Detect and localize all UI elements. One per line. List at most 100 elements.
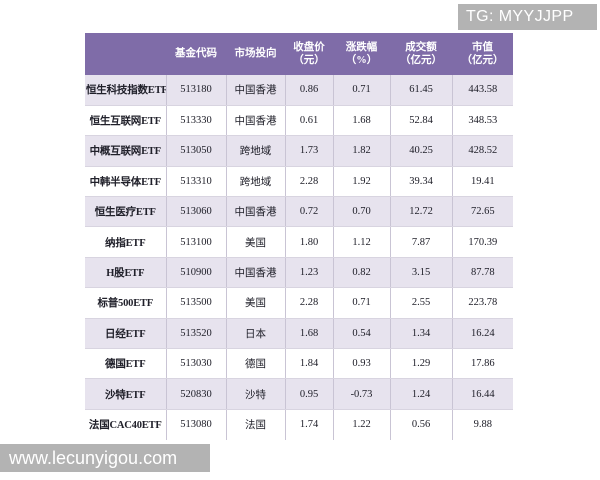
column-header-close: 收盘价 （元） — [285, 33, 333, 75]
cell-market-direction: 美国 — [226, 226, 286, 258]
cell-change-percent: 1.12 — [333, 226, 391, 258]
cell-market-cap: 87.78 — [452, 257, 513, 289]
column-header-code: 基金代码 — [166, 33, 226, 75]
cell-fund-name: H股ETF — [85, 257, 167, 289]
cell-change-percent: 0.70 — [333, 196, 391, 228]
cell-fund-name: 恒生科技指数ETF — [85, 75, 167, 106]
cell-market-cap: 19.41 — [452, 166, 513, 198]
cell-fund-code: 513100 — [166, 226, 227, 258]
cell-change-percent: 0.71 — [333, 75, 391, 106]
cell-fund-name: 标普500ETF — [85, 287, 167, 319]
cell-market-direction: 德国 — [226, 348, 286, 380]
cell-close-price: 0.61 — [285, 105, 334, 137]
cell-turnover-amount: 1.29 — [390, 348, 453, 380]
cell-fund-name: 中韩半导体ETF — [85, 166, 167, 198]
table-header: 基金代码 市场投向 收盘价 （元） 涨跌幅 （%） 成交额 （亿元） — [85, 33, 513, 75]
cell-close-price: 1.74 — [285, 409, 334, 440]
column-header-market: 市场投向 — [226, 33, 285, 75]
cell-close-price: 1.84 — [285, 348, 334, 380]
cell-change-percent: 0.71 — [333, 287, 391, 319]
cell-turnover-amount: 0.56 — [390, 409, 453, 440]
cell-close-price: 0.95 — [285, 378, 334, 410]
table-row: 纳指ETF 513100 美国 1.80 1.12 7.87 170.39 — [85, 226, 513, 258]
table-row: 中韩半导体ETF 513310 跨地域 2.28 1.92 39.34 19.41 — [85, 166, 513, 198]
cell-fund-code: 513080 — [166, 409, 227, 440]
cell-market-direction: 沙特 — [226, 378, 286, 410]
column-header-market-label: 市场投向 — [234, 48, 277, 60]
cell-close-price: 2.28 — [285, 166, 334, 198]
table-header-row: 基金代码 市场投向 收盘价 （元） 涨跌幅 （%） 成交额 （亿元） — [85, 33, 513, 75]
column-header-change-unit: （%） — [345, 55, 378, 66]
cell-fund-name: 恒生互联网ETF — [85, 105, 167, 137]
cell-fund-name: 德国ETF — [85, 348, 167, 380]
cell-turnover-amount: 1.34 — [390, 318, 453, 350]
cell-fund-code: 510900 — [166, 257, 227, 289]
cell-market-direction: 日本 — [226, 318, 286, 350]
cell-turnover-amount: 2.55 — [390, 287, 453, 319]
column-header-code-label: 基金代码 — [175, 48, 217, 60]
cell-fund-code: 513500 — [166, 287, 227, 319]
table-row: 德国ETF 513030 德国 1.84 0.93 1.29 17.86 — [85, 348, 513, 380]
cell-market-direction: 法国 — [226, 409, 286, 440]
cell-fund-name: 中概互联网ETF — [85, 135, 167, 167]
cell-market-direction: 美国 — [226, 287, 286, 319]
column-header-cap: 市值 （亿元） — [452, 33, 513, 75]
cell-market-direction: 中国香港 — [226, 75, 286, 106]
cell-market-cap: 9.88 — [452, 409, 513, 440]
cell-fund-name: 沙特ETF — [85, 378, 167, 410]
table-row: 日经ETF 513520 日本 1.68 0.54 1.34 16.24 — [85, 318, 513, 350]
cell-fund-code: 513060 — [166, 196, 227, 228]
cell-change-percent: 1.92 — [333, 166, 391, 198]
table-row: 标普500ETF 513500 美国 2.28 0.71 2.55 223.78 — [85, 287, 513, 319]
cell-market-cap: 72.65 — [452, 196, 513, 228]
cell-fund-name: 日经ETF — [85, 318, 167, 350]
table-row: 恒生科技指数ETF 513180 中国香港 0.86 0.71 61.45 443.58 — [85, 75, 513, 106]
column-header-amount-label: 成交额 — [405, 41, 437, 53]
cell-fund-name: 恒生医疗ETF — [85, 196, 167, 228]
cell-fund-code: 513520 — [166, 318, 227, 350]
cell-market-direction: 跨地域 — [226, 135, 286, 167]
cell-turnover-amount: 52.84 — [390, 105, 453, 137]
table-row: 法国CAC40ETF 513080 法国 1.74 1.22 0.56 9.88 — [85, 409, 513, 440]
cell-turnover-amount: 3.15 — [390, 257, 453, 289]
cell-fund-name: 法国CAC40ETF — [85, 409, 167, 440]
cell-fund-name: 纳指ETF — [85, 226, 167, 258]
cell-fund-code: 513330 — [166, 105, 227, 137]
cell-change-percent: 0.54 — [333, 318, 391, 350]
cell-close-price: 0.72 — [285, 196, 334, 228]
cell-market-cap: 348.53 — [452, 105, 513, 137]
cell-fund-code: 513310 — [166, 166, 227, 198]
column-header-change: 涨跌幅 （%） — [333, 33, 390, 75]
cell-market-cap: 428.52 — [452, 135, 513, 167]
cell-turnover-amount: 7.87 — [390, 226, 453, 258]
cell-market-cap: 223.78 — [452, 287, 513, 319]
cell-market-cap: 170.39 — [452, 226, 513, 258]
cell-market-cap: 16.24 — [452, 318, 513, 350]
cell-fund-code: 513030 — [166, 348, 227, 380]
cell-change-percent: 1.22 — [333, 409, 391, 440]
column-header-change-label: 涨跌幅 — [345, 41, 378, 53]
cell-turnover-amount: 12.72 — [390, 196, 453, 228]
cell-close-price: 0.86 — [285, 75, 334, 106]
cell-market-direction: 中国香港 — [226, 196, 286, 228]
cell-close-price: 1.73 — [285, 135, 334, 167]
cell-fund-code: 513050 — [166, 135, 227, 167]
cell-market-cap: 17.86 — [452, 348, 513, 380]
cell-change-percent: -0.73 — [333, 378, 391, 410]
table-row: 中概互联网ETF 513050 跨地域 1.73 1.82 40.25 428.52 — [85, 135, 513, 167]
cell-market-direction: 中国香港 — [226, 105, 286, 137]
etf-data-table: 基金代码 市场投向 收盘价 （元） 涨跌幅 （%） 成交额 （亿元） — [85, 33, 513, 440]
cell-fund-code: 520830 — [166, 378, 227, 410]
cell-close-price: 1.23 — [285, 257, 334, 289]
tg-channel-tag: TG: MYYJJPP — [458, 4, 597, 30]
column-header-close-label: 收盘价 — [293, 41, 325, 53]
cell-change-percent: 0.82 — [333, 257, 391, 289]
table-row: 恒生互联网ETF 513330 中国香港 0.61 1.68 52.84 348.53 — [85, 105, 513, 137]
column-header-amount-unit: （亿元） — [400, 55, 442, 66]
cell-turnover-amount: 1.24 — [390, 378, 453, 410]
column-header-cap-unit: （亿元） — [461, 55, 504, 66]
cell-close-price: 1.80 — [285, 226, 334, 258]
cell-market-direction: 跨地域 — [226, 166, 286, 198]
table-row: 恒生医疗ETF 513060 中国香港 0.72 0.70 12.72 72.65 — [85, 196, 513, 228]
